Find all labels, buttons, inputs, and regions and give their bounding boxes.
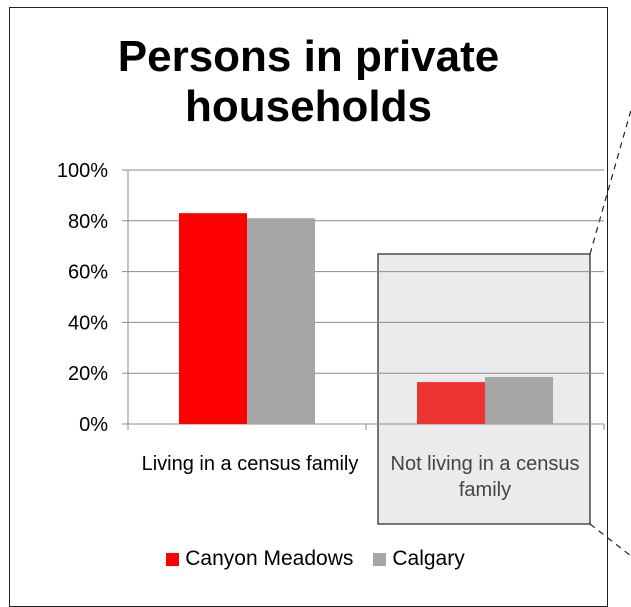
y-tick-label: 80% bbox=[68, 211, 108, 233]
chart-title: Persons in private households bbox=[117, 32, 500, 131]
legend-swatch-calgary bbox=[373, 552, 387, 566]
y-tick-label: 0% bbox=[79, 414, 108, 436]
legend-label-canyon-meadows: Canyon Meadows bbox=[185, 547, 354, 570]
legend: Canyon Meadows Calgary bbox=[0, 547, 631, 571]
y-tick-label: 100% bbox=[57, 160, 108, 182]
category-label-not-living: Not living in a census family bbox=[390, 453, 580, 501]
bar-canyon-meadows-0 bbox=[179, 213, 247, 424]
legend-swatch-canyon-meadows bbox=[166, 552, 180, 566]
callout-line-top bbox=[589, 109, 631, 255]
legend-item-canyon-meadows: Canyon Meadows bbox=[166, 547, 353, 571]
callout-line-bottom bbox=[589, 523, 631, 557]
bar-calgary-1 bbox=[485, 377, 553, 424]
bar-calgary-0 bbox=[247, 218, 315, 424]
y-tick-label: 20% bbox=[68, 363, 108, 385]
chart-plot: 0% 20% 40% 60% 80% 100% bbox=[57, 109, 631, 557]
legend-label-calgary: Calgary bbox=[392, 547, 465, 570]
bar-canyon-meadows-1 bbox=[417, 382, 485, 424]
y-tick-label: 60% bbox=[68, 262, 108, 284]
legend-item-calgary: Calgary bbox=[373, 547, 465, 571]
y-tick-label: 40% bbox=[68, 312, 108, 334]
category-label-living: Living in a census family bbox=[141, 453, 359, 475]
